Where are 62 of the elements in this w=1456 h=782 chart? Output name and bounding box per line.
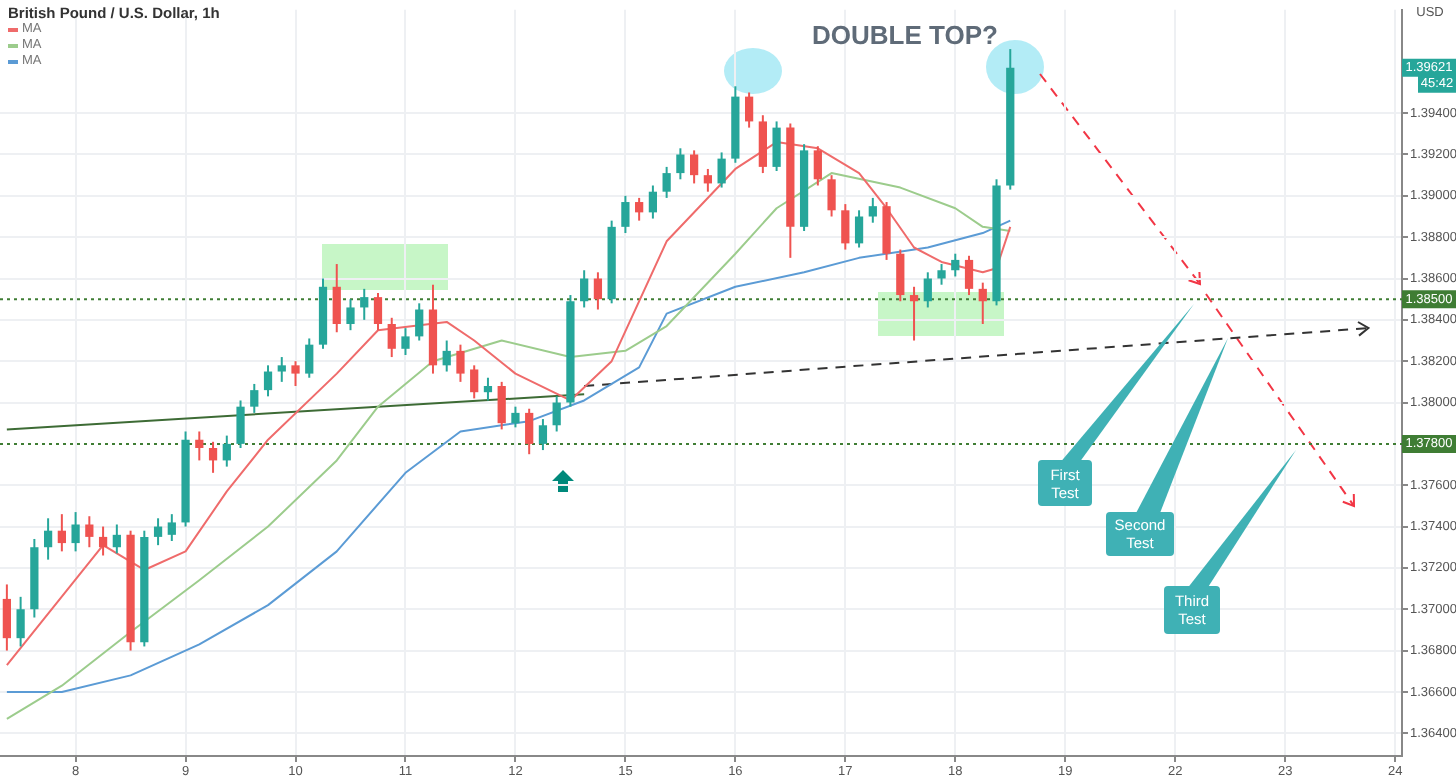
candlestick — [951, 252, 960, 278]
candlestick — [703, 167, 712, 193]
candlestick — [16, 595, 25, 648]
candlestick — [648, 184, 658, 220]
candlestick — [236, 399, 245, 450]
candlestick — [525, 407, 534, 456]
candlestick — [195, 430, 204, 462]
candlestick — [854, 209, 864, 249]
candlestick — [167, 513, 176, 543]
candlestick — [841, 203, 850, 251]
candlestick — [896, 248, 905, 303]
candlestick — [635, 196, 644, 222]
candlestick — [909, 285, 919, 342]
candlestick — [291, 360, 300, 387]
candlestick — [676, 147, 685, 181]
candlestick — [772, 120, 781, 173]
candlestick — [112, 523, 121, 555]
candlestick — [208, 440, 218, 474]
candlestick — [43, 517, 53, 561]
candlestick — [964, 254, 974, 297]
candlestick — [415, 302, 424, 342]
candlestick — [758, 114, 767, 175]
candlestick — [250, 382, 259, 414]
candlestick — [98, 525, 108, 557]
candlestick — [401, 327, 410, 356]
candlestick — [978, 281, 987, 325]
candlestick — [868, 196, 877, 224]
candlestick — [538, 418, 548, 452]
candlestick — [360, 287, 369, 321]
candlestick — [813, 145, 822, 187]
candlestick — [497, 380, 506, 431]
candlestick — [346, 298, 355, 332]
candlestick — [882, 201, 891, 261]
candlestick — [71, 511, 80, 553]
candlestick — [923, 271, 932, 309]
candlestick — [470, 364, 479, 400]
candlestick — [442, 339, 451, 373]
candlestick — [263, 364, 273, 398]
candlestick — [85, 515, 94, 549]
candlestick — [662, 165, 671, 199]
candlestick — [277, 356, 286, 383]
candlestick — [580, 269, 589, 309]
candlestick — [57, 513, 66, 553]
candlestick — [456, 343, 465, 383]
candlestick — [827, 174, 836, 218]
candlestick — [717, 151, 726, 189]
annotation: DOUBLE TOP? — [812, 20, 998, 50]
candlestick — [937, 263, 946, 286]
candlestick — [511, 405, 520, 429]
candlestick — [552, 395, 561, 433]
candlestick — [483, 376, 493, 402]
candlestick — [153, 517, 163, 547]
candlestick — [593, 271, 603, 311]
candlestick — [621, 194, 630, 235]
candlestick — [332, 263, 341, 334]
candlestick — [305, 337, 314, 379]
candlestick — [2, 583, 11, 652]
candlestick — [690, 149, 699, 185]
candlestick — [387, 316, 396, 359]
candlestick — [373, 291, 383, 332]
candlestick — [744, 91, 754, 129]
candlestick — [222, 434, 231, 468]
